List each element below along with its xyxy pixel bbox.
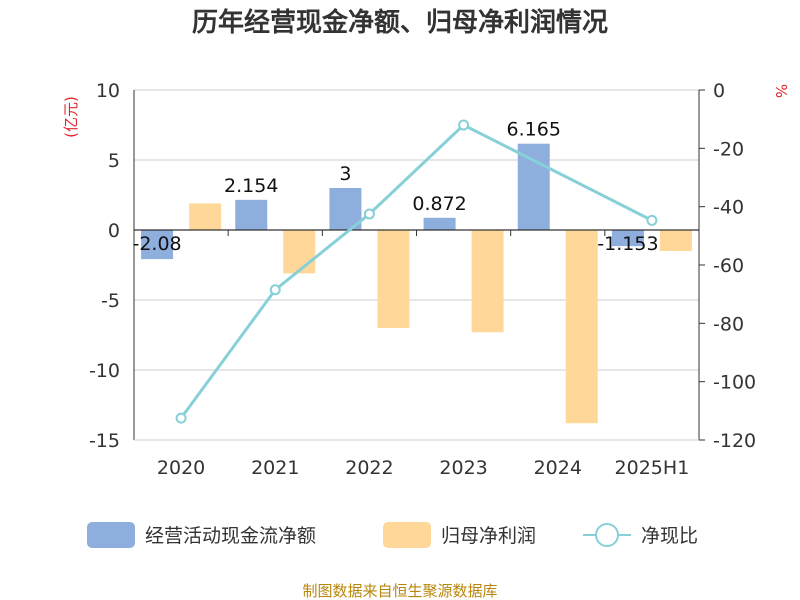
category-label: 2024 bbox=[534, 457, 582, 479]
left-axis-unit: (亿元) bbox=[62, 96, 80, 138]
left-tick-label: 5 bbox=[108, 150, 120, 172]
ratio-point bbox=[458, 119, 470, 131]
legend-swatch bbox=[383, 522, 431, 548]
right-tick-label: -40 bbox=[713, 197, 744, 219]
category-label: 2025H1 bbox=[615, 457, 690, 479]
bar-profit bbox=[189, 203, 222, 230]
data-labels: -2.08 2.154 3 0.872 6.165 -1.153 bbox=[132, 119, 658, 255]
legend-swatch bbox=[87, 522, 135, 548]
grid bbox=[134, 89, 699, 441]
legend: 经营活动现金流净额 归母净利润 净现比 bbox=[87, 522, 698, 548]
legend-label: 净现比 bbox=[641, 525, 698, 547]
category-label: 2023 bbox=[439, 457, 487, 479]
ratio-point bbox=[175, 412, 187, 424]
legend-label: 归母净利润 bbox=[441, 525, 536, 547]
legend-label: 经营活动现金流净额 bbox=[145, 525, 316, 547]
bar-cashflow bbox=[423, 217, 456, 230]
bar-value-label: 0.872 bbox=[412, 193, 466, 215]
chart-title: 历年经营现金净额、归母净利润情况 bbox=[192, 7, 608, 38]
bar-cashflow bbox=[235, 199, 268, 230]
bar-value-label: -2.08 bbox=[132, 233, 181, 255]
bar-profit bbox=[565, 230, 598, 424]
bar-profit bbox=[283, 230, 316, 274]
bar-value-label: 2.154 bbox=[224, 175, 278, 197]
left-tick-label: 10 bbox=[96, 80, 120, 102]
ratio-point bbox=[269, 284, 281, 296]
bar-cashflow bbox=[141, 230, 174, 260]
bar-profit bbox=[377, 230, 410, 328]
bar-value-label: 3 bbox=[339, 163, 351, 185]
ratio-point bbox=[646, 214, 658, 226]
right-tick-label: -100 bbox=[713, 372, 756, 394]
right-tick-label: -120 bbox=[713, 430, 756, 452]
bar-cashflow bbox=[611, 230, 644, 247]
ratio-line bbox=[175, 119, 658, 424]
bar-profit bbox=[471, 230, 504, 333]
legend-swatch-marker bbox=[595, 523, 619, 547]
category-label: 2022 bbox=[345, 457, 393, 479]
right-tick-label: -20 bbox=[713, 138, 744, 160]
category-label: 2021 bbox=[251, 457, 299, 479]
left-tick-label: -5 bbox=[101, 290, 120, 312]
bar-cashflow bbox=[517, 143, 550, 230]
bar-profit bbox=[659, 230, 692, 251]
bar-value-label: -1.153 bbox=[597, 233, 658, 255]
ratio-point bbox=[363, 208, 375, 220]
right-tick-label: 0 bbox=[713, 80, 725, 102]
right-tick-label: -80 bbox=[713, 313, 744, 335]
left-tick-label: -10 bbox=[89, 360, 120, 382]
category-label: 2020 bbox=[157, 457, 205, 479]
tick-labels: 10 5 0 -5 -10 -15 0 -20 -40 -60 -80 -100 -120 2020 202… bbox=[89, 80, 756, 479]
right-tick-label: -60 bbox=[713, 255, 744, 277]
bar-value-label: 6.165 bbox=[507, 119, 561, 141]
left-tick-label: -15 bbox=[89, 430, 120, 452]
left-tick-label: 0 bbox=[108, 220, 120, 242]
right-axis-unit: % bbox=[772, 84, 790, 98]
axes bbox=[133, 89, 705, 441]
source-note: 制图数据来自恒生聚源数据库 bbox=[302, 582, 497, 600]
